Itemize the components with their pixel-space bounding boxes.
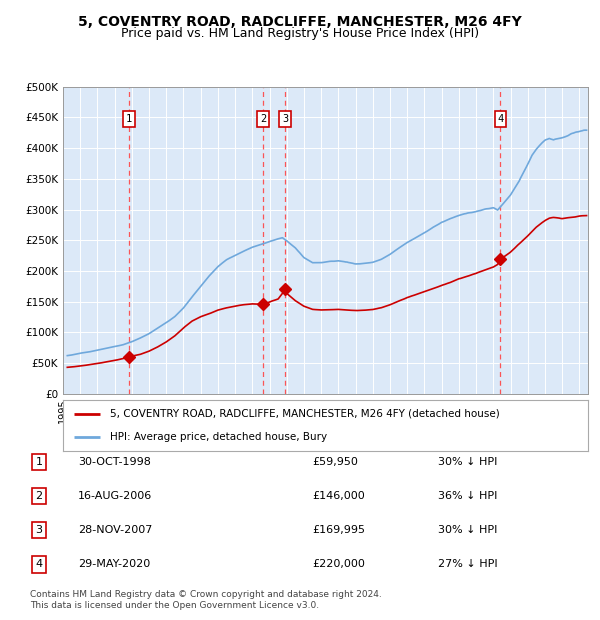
Text: 5, COVENTRY ROAD, RADCLIFFE, MANCHESTER, M26 4FY: 5, COVENTRY ROAD, RADCLIFFE, MANCHESTER,… [78,16,522,30]
Text: 30% ↓ HPI: 30% ↓ HPI [438,525,497,535]
Text: 29-MAY-2020: 29-MAY-2020 [78,559,150,569]
Text: 3: 3 [282,114,289,124]
Text: 28-NOV-2007: 28-NOV-2007 [78,525,152,535]
Text: £146,000: £146,000 [312,491,365,501]
Text: 2: 2 [35,491,43,501]
Text: 3: 3 [35,525,43,535]
Text: Contains HM Land Registry data © Crown copyright and database right 2024.: Contains HM Land Registry data © Crown c… [30,590,382,600]
Text: HPI: Average price, detached house, Bury: HPI: Average price, detached house, Bury [110,432,328,442]
Text: £169,995: £169,995 [312,525,365,535]
Text: 5, COVENTRY ROAD, RADCLIFFE, MANCHESTER, M26 4FY (detached house): 5, COVENTRY ROAD, RADCLIFFE, MANCHESTER,… [110,409,500,419]
Text: 1: 1 [35,457,43,467]
Text: £220,000: £220,000 [312,559,365,569]
Text: 2: 2 [260,114,266,124]
Text: 30-OCT-1998: 30-OCT-1998 [78,457,151,467]
Text: 30% ↓ HPI: 30% ↓ HPI [438,457,497,467]
Text: This data is licensed under the Open Government Licence v3.0.: This data is licensed under the Open Gov… [30,601,319,611]
Text: 1: 1 [126,114,132,124]
Text: 4: 4 [35,559,43,569]
Text: 16-AUG-2006: 16-AUG-2006 [78,491,152,501]
Text: Price paid vs. HM Land Registry's House Price Index (HPI): Price paid vs. HM Land Registry's House … [121,27,479,40]
Text: 27% ↓ HPI: 27% ↓ HPI [438,559,497,569]
Text: 4: 4 [497,114,503,124]
Text: 36% ↓ HPI: 36% ↓ HPI [438,491,497,501]
Text: £59,950: £59,950 [312,457,358,467]
